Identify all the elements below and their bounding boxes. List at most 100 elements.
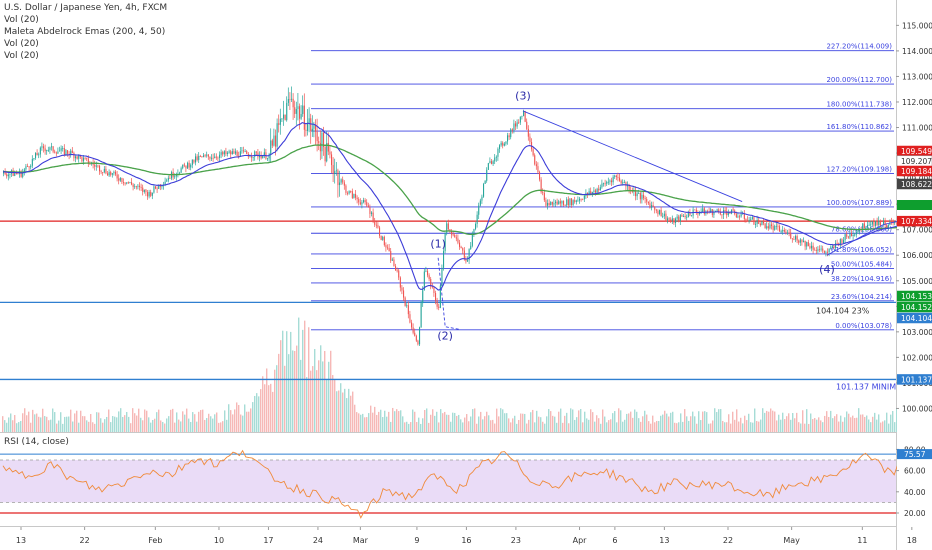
volume-bar	[760, 419, 762, 432]
volume-bar	[130, 423, 132, 432]
candle-body	[196, 156, 198, 160]
candle-body	[278, 123, 280, 125]
candle-body	[67, 150, 69, 154]
candle-body	[804, 240, 806, 247]
volume-bar	[334, 378, 336, 432]
volume-bar	[654, 422, 656, 432]
candle-body	[479, 200, 481, 206]
candle-body	[555, 201, 557, 204]
volume-bar	[778, 414, 780, 432]
volume-bar	[590, 409, 592, 432]
candle-body	[753, 217, 755, 225]
candle-body	[388, 248, 390, 252]
candle-body	[491, 161, 493, 164]
y-tick-label: 115.000	[902, 21, 932, 30]
volume-bar	[540, 417, 542, 432]
candle-body	[807, 242, 809, 247]
y-tick-label: 114.000	[902, 47, 932, 56]
volume-bar	[218, 422, 220, 432]
volume-bar	[458, 414, 460, 432]
volume-bar	[314, 349, 316, 432]
volume-bar	[512, 418, 514, 432]
volume-bar	[352, 391, 354, 432]
volume-bar	[776, 420, 778, 432]
volume-bar	[394, 411, 396, 432]
candle-body	[726, 211, 728, 216]
candle-body	[179, 172, 181, 174]
price-tag-label: 109.549	[901, 147, 932, 156]
volume-bar	[494, 423, 496, 432]
candle-body	[612, 176, 614, 183]
candle-body	[446, 223, 448, 233]
volume-bar	[296, 345, 298, 432]
volume-bar	[280, 340, 282, 432]
candle-body	[404, 297, 406, 306]
candle-body	[851, 233, 853, 237]
volume-bar	[694, 416, 696, 432]
candle-body	[667, 218, 669, 221]
candle-body	[145, 189, 147, 193]
volume-bar	[38, 416, 40, 432]
legend-indicator: Vol (20)	[4, 15, 39, 25]
candle-body	[76, 156, 78, 159]
candle-body	[347, 192, 349, 194]
candle-body	[846, 234, 848, 237]
price-axis: 100.000101.000102.000103.000104.000105.0…	[896, 0, 932, 550]
rsi-tag-label: 75.57	[904, 450, 926, 459]
candle-body	[84, 157, 86, 159]
volume-bar	[652, 415, 654, 432]
candle-body	[222, 152, 224, 155]
volume-bar	[800, 423, 802, 432]
candle-body	[366, 202, 368, 206]
candle-body	[132, 184, 134, 187]
candle-body	[862, 223, 864, 230]
candle-body	[676, 216, 678, 219]
volume-bar	[604, 416, 606, 432]
candle-body	[239, 151, 241, 157]
volume-bar	[538, 416, 540, 432]
volume-bar	[262, 376, 264, 432]
volume-bar	[426, 408, 428, 432]
candle-body	[622, 182, 624, 184]
candle-body	[473, 229, 475, 233]
volume-bar	[284, 365, 286, 432]
volume-bar	[142, 420, 144, 432]
volume-bar	[82, 416, 84, 432]
x-tick-label: 18	[907, 536, 917, 545]
candle-body	[231, 151, 233, 155]
candle-body	[359, 202, 361, 205]
x-tick-label: 22	[723, 536, 733, 545]
volume-bar	[812, 419, 814, 432]
candle-body	[529, 136, 531, 143]
candle-body	[847, 236, 849, 238]
volume-bar	[390, 421, 392, 432]
candle-body	[339, 182, 341, 186]
volume-bar	[874, 412, 876, 432]
volume-bar	[416, 422, 418, 432]
y-tick-label: 106.000	[902, 251, 932, 260]
volume-bar	[734, 419, 736, 432]
price-tag-label: 109.184	[901, 167, 932, 176]
candle-body	[142, 187, 144, 192]
volume-bar	[718, 409, 720, 432]
volume-bar	[854, 417, 856, 432]
candle-body	[849, 233, 851, 238]
volume-bar	[364, 417, 366, 432]
volume-bar	[30, 422, 32, 432]
volume-bar	[176, 412, 178, 432]
fib-label: 127.20%(109.198)	[826, 166, 892, 174]
candle-body	[399, 277, 401, 288]
candle-body	[262, 155, 264, 159]
volume-bar	[332, 375, 334, 432]
candle-body	[796, 236, 798, 241]
volume-bar	[256, 393, 258, 432]
volume-bar	[810, 413, 812, 432]
volume-bar	[468, 421, 470, 432]
volume-bar	[886, 412, 888, 432]
volume-bar	[766, 410, 768, 432]
candle-body	[662, 216, 664, 217]
candle-body	[518, 122, 520, 124]
volume-bar	[484, 416, 486, 432]
candle-body	[147, 192, 149, 197]
